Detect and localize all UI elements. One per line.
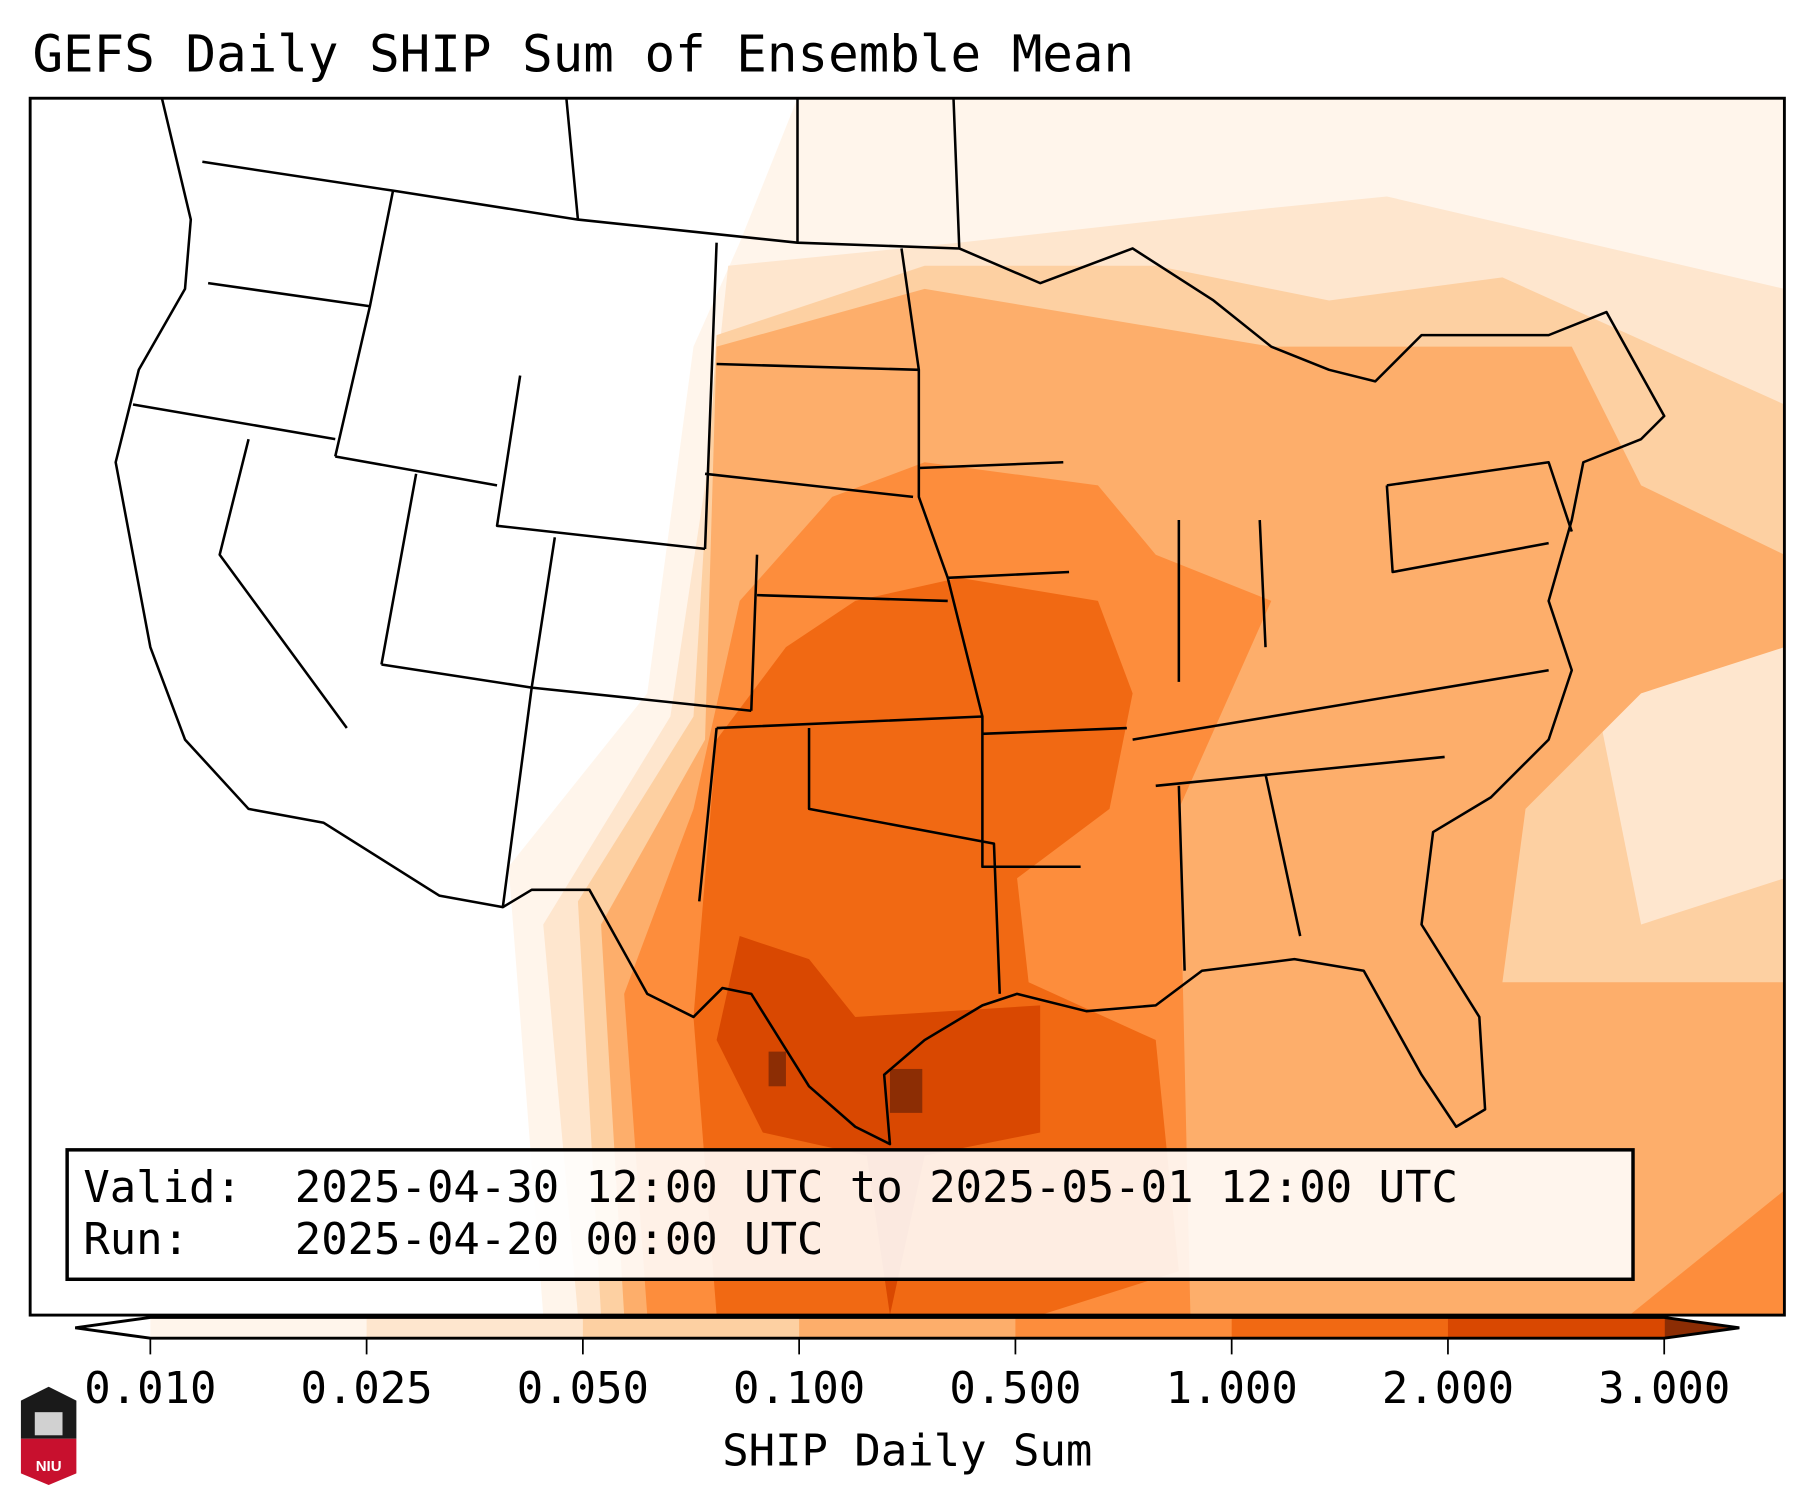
colorbar-segment xyxy=(1447,1317,1665,1339)
colorbar-label: SHIP Daily Sum xyxy=(722,1425,1092,1476)
colorbar-segment xyxy=(799,1317,1016,1339)
fill-level-8 xyxy=(768,1051,786,1087)
colorbar-segment xyxy=(1231,1317,1449,1339)
colorbar-segment xyxy=(150,1317,368,1339)
niu-logo: NIU xyxy=(20,1386,77,1485)
conus-outline xyxy=(114,98,1666,1146)
colorbar-tick-label: 0.100 xyxy=(733,1363,865,1414)
colorbar-segment xyxy=(582,1317,800,1339)
colorbar-over-extension xyxy=(1664,1317,1740,1339)
map-frame xyxy=(28,96,1786,1317)
valid-value: 2025-04-30 12:00 UTC to 2025-05-01 12:00… xyxy=(295,1162,1458,1213)
colorbar-segment xyxy=(366,1317,584,1339)
logo-text: NIU xyxy=(36,1458,62,1475)
boundaries xyxy=(114,98,1666,1146)
colorbar-under-extension xyxy=(75,1317,151,1339)
info-box: Valid: 2025-04-30 12:00 UTC to 2025-05-01… xyxy=(65,1148,1635,1282)
colorbar-segment xyxy=(1015,1317,1233,1339)
colorbar-tick-label: 0.025 xyxy=(301,1363,433,1414)
svg-text:Valid:2025-04-30 12:00 UTC to: Valid: 2025-04-30 12:00 UTC to 2025-05-01… xyxy=(83,1162,1458,1213)
run-label: Run: xyxy=(83,1214,189,1265)
colorbar-tick-label: 0.500 xyxy=(949,1363,1081,1414)
fill-level-8 xyxy=(889,1068,923,1113)
ship-fill-layers xyxy=(508,98,1785,1316)
state-lines xyxy=(132,98,1573,994)
colorbar-tick-label: 0.050 xyxy=(517,1363,649,1414)
colorbar-tick-label: 2.000 xyxy=(1382,1363,1514,1414)
valid-label: Valid: xyxy=(83,1162,242,1213)
fill-level-7 xyxy=(716,936,1041,1316)
colorbar-tick-label: 0.010 xyxy=(84,1363,216,1414)
map-area xyxy=(30,98,1785,1316)
svg-text:Run:2025-04-20 00:00 UTC: Run: 2025-04-20 00:00 UTC xyxy=(83,1214,823,1265)
colorbar-tick-label: 1.000 xyxy=(1166,1363,1298,1414)
figure-title: GEFS Daily SHIP Sum of Ensemble Mean xyxy=(32,25,1134,84)
run-value: 2025-04-20 00:00 UTC xyxy=(295,1214,824,1265)
colorbar-tick-label: 3.000 xyxy=(1598,1363,1730,1414)
colorbar: 0.010 0.025 0.050 0.100 0.500 1.000 2.000 3.000 xyxy=(75,1315,1740,1414)
